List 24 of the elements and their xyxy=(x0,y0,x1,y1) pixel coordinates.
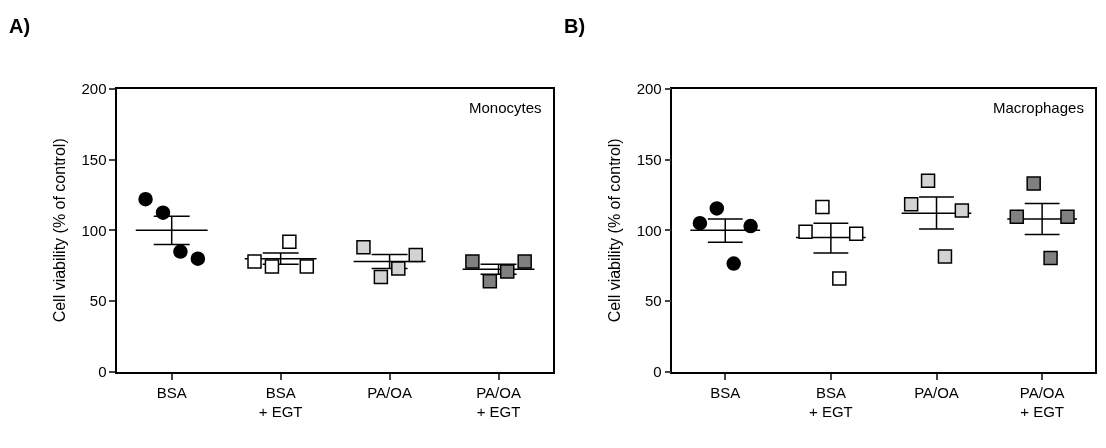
y-axis-title: Cell viability (% of control) xyxy=(606,138,624,323)
y-tick-label: 200 xyxy=(81,79,107,97)
y-tick-label: 50 xyxy=(645,292,662,310)
x-tick-label: PA/OA xyxy=(914,383,959,401)
y-tick-label: 0 xyxy=(98,363,107,381)
y-axis-title: Cell viability (% of control) xyxy=(50,138,68,323)
y-tick-label: 150 xyxy=(636,150,662,168)
annotation: Macrophages xyxy=(993,99,1084,116)
x-tick-label: BSA xyxy=(156,383,187,401)
chart-title: A) xyxy=(9,15,31,37)
y-tick-label: 100 xyxy=(636,221,662,239)
y-tick-label: 50 xyxy=(89,292,107,310)
y-tick-label: 100 xyxy=(81,221,107,239)
annotation: Monocytes xyxy=(469,99,542,116)
x-tick-label: PA/OA + EGT xyxy=(1019,383,1065,421)
chart-title: B) xyxy=(564,15,586,37)
x-tick-label: PA/OA xyxy=(367,383,412,401)
x-tick-label: BSA + EGT xyxy=(258,383,303,421)
y-tick-label: 200 xyxy=(636,79,662,97)
y-tick-label: 150 xyxy=(81,150,107,168)
y-tick-label: 0 xyxy=(653,363,662,381)
x-tick-label: PA/OA + EGT xyxy=(476,383,521,421)
x-tick-label: BSA + EGT xyxy=(809,383,853,421)
x-tick-label: BSA xyxy=(710,383,741,401)
